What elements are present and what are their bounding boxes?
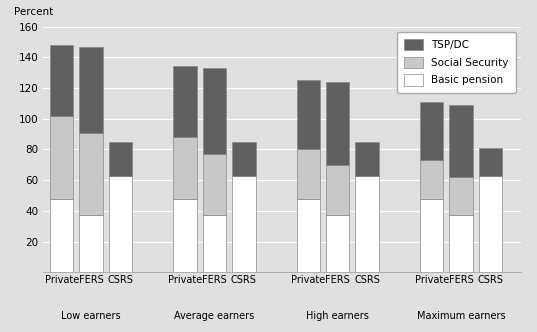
Bar: [79, 132, 103, 215]
Text: Maximum earners: Maximum earners: [417, 311, 505, 321]
Bar: [420, 199, 444, 272]
Bar: [478, 176, 502, 272]
Legend: TSP/DC, Social Security, Basic pension: TSP/DC, Social Security, Basic pension: [397, 32, 516, 93]
Bar: [449, 105, 473, 177]
Bar: [326, 82, 350, 165]
Bar: [296, 199, 320, 272]
Bar: [478, 148, 502, 176]
Bar: [296, 149, 320, 199]
Bar: [108, 142, 132, 176]
Bar: [449, 177, 473, 215]
Bar: [355, 142, 379, 176]
Bar: [449, 215, 473, 272]
Bar: [232, 176, 256, 272]
Text: Percent: Percent: [14, 7, 54, 17]
Bar: [420, 160, 444, 199]
Bar: [50, 116, 74, 199]
Bar: [296, 80, 320, 149]
Bar: [108, 176, 132, 272]
Bar: [202, 154, 226, 215]
Bar: [355, 176, 379, 272]
Bar: [326, 215, 350, 272]
Bar: [420, 102, 444, 160]
Bar: [50, 45, 74, 116]
Bar: [232, 142, 256, 176]
Bar: [202, 68, 226, 154]
Text: Average earners: Average earners: [175, 311, 255, 321]
Bar: [79, 215, 103, 272]
Bar: [79, 46, 103, 132]
Bar: [173, 137, 197, 199]
Bar: [173, 66, 197, 137]
Bar: [50, 199, 74, 272]
Text: High earners: High earners: [306, 311, 369, 321]
Text: Low earners: Low earners: [61, 311, 121, 321]
Bar: [326, 165, 350, 215]
Bar: [202, 215, 226, 272]
Bar: [173, 199, 197, 272]
